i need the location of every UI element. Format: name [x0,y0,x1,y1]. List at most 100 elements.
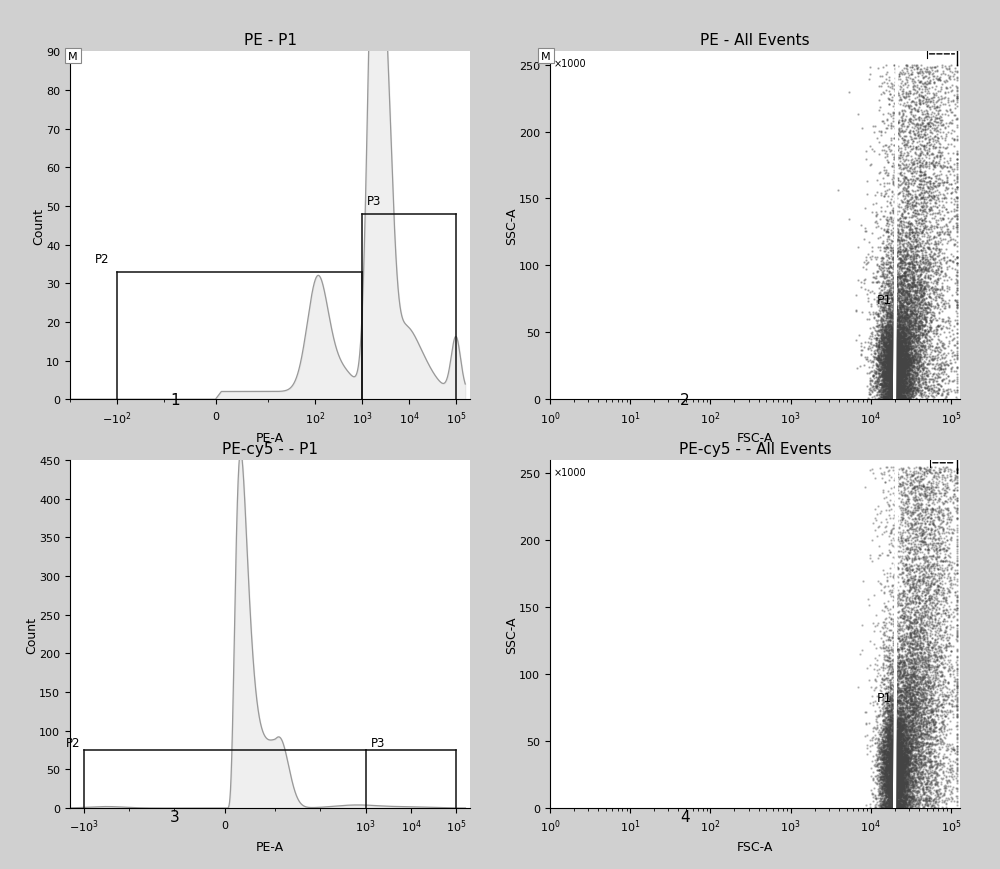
Point [918,598,934,612]
Point [897,797,913,811]
Point [925,621,941,635]
Point [878,760,894,773]
Point [917,701,933,715]
Point [876,316,892,330]
Point [884,345,900,359]
Point [885,275,901,289]
Point [881,323,897,337]
Point [908,291,924,305]
Point [895,786,911,800]
Point [889,363,905,377]
Point [915,205,931,219]
Point [929,356,945,370]
Point [871,741,887,755]
Point [900,216,916,230]
Point [892,340,908,354]
Point [878,372,894,386]
Point [901,373,917,387]
Point [894,756,910,770]
Point [930,660,946,673]
Point [916,204,932,218]
Point [887,299,903,313]
Point [879,342,895,355]
Point [890,342,906,356]
Point [904,663,920,677]
Point [912,654,928,668]
Point [925,654,941,668]
Point [904,743,920,757]
Point [898,362,914,376]
Point [878,461,894,474]
Point [896,275,912,289]
Point [881,753,897,766]
Point [913,273,929,287]
Point [875,635,891,649]
Point [923,706,939,720]
Point [939,707,955,721]
Point [894,743,910,757]
Point [889,796,905,810]
Point [886,757,902,771]
Point [932,149,948,163]
Point [892,777,908,791]
Point [887,368,903,382]
Point [880,346,896,360]
Point [894,322,910,335]
Point [901,522,917,536]
Point [920,507,936,521]
Point [917,536,933,550]
Point [879,730,895,744]
Point [903,728,919,742]
Point [879,324,895,338]
Point [885,770,901,784]
Point [907,682,923,696]
Point [897,373,913,387]
Point [862,286,878,300]
Point [904,260,920,274]
Point [920,559,936,573]
Point [914,229,930,243]
Point [897,545,913,559]
Point [885,798,901,812]
Point [898,98,914,112]
Point [877,715,893,729]
Point [902,222,918,236]
Point [918,783,934,797]
Point [878,328,894,342]
Point [891,521,907,535]
Point [867,721,883,735]
Point [887,365,903,379]
Point [882,623,898,637]
Point [891,722,907,736]
Point [893,342,909,356]
Point [904,235,920,249]
Point [904,301,920,315]
Point [890,381,906,395]
Point [883,213,899,227]
Point [886,781,902,795]
Point [930,107,946,121]
Point [891,355,907,369]
Point [928,650,944,664]
Point [884,80,900,94]
Point [889,386,905,400]
Point [918,379,934,393]
Point [920,680,936,694]
Point [891,758,907,772]
Point [912,521,928,535]
Point [883,760,899,774]
Point [889,770,905,784]
Point [885,713,901,727]
Point [895,243,911,257]
Point [896,659,912,673]
Point [876,698,892,712]
Point [885,734,901,748]
Point [893,793,909,807]
Point [880,362,896,375]
Point [912,713,928,727]
Point [930,236,946,250]
Point [888,364,904,378]
Point [898,711,914,725]
Point [929,61,945,75]
Point [875,356,891,370]
